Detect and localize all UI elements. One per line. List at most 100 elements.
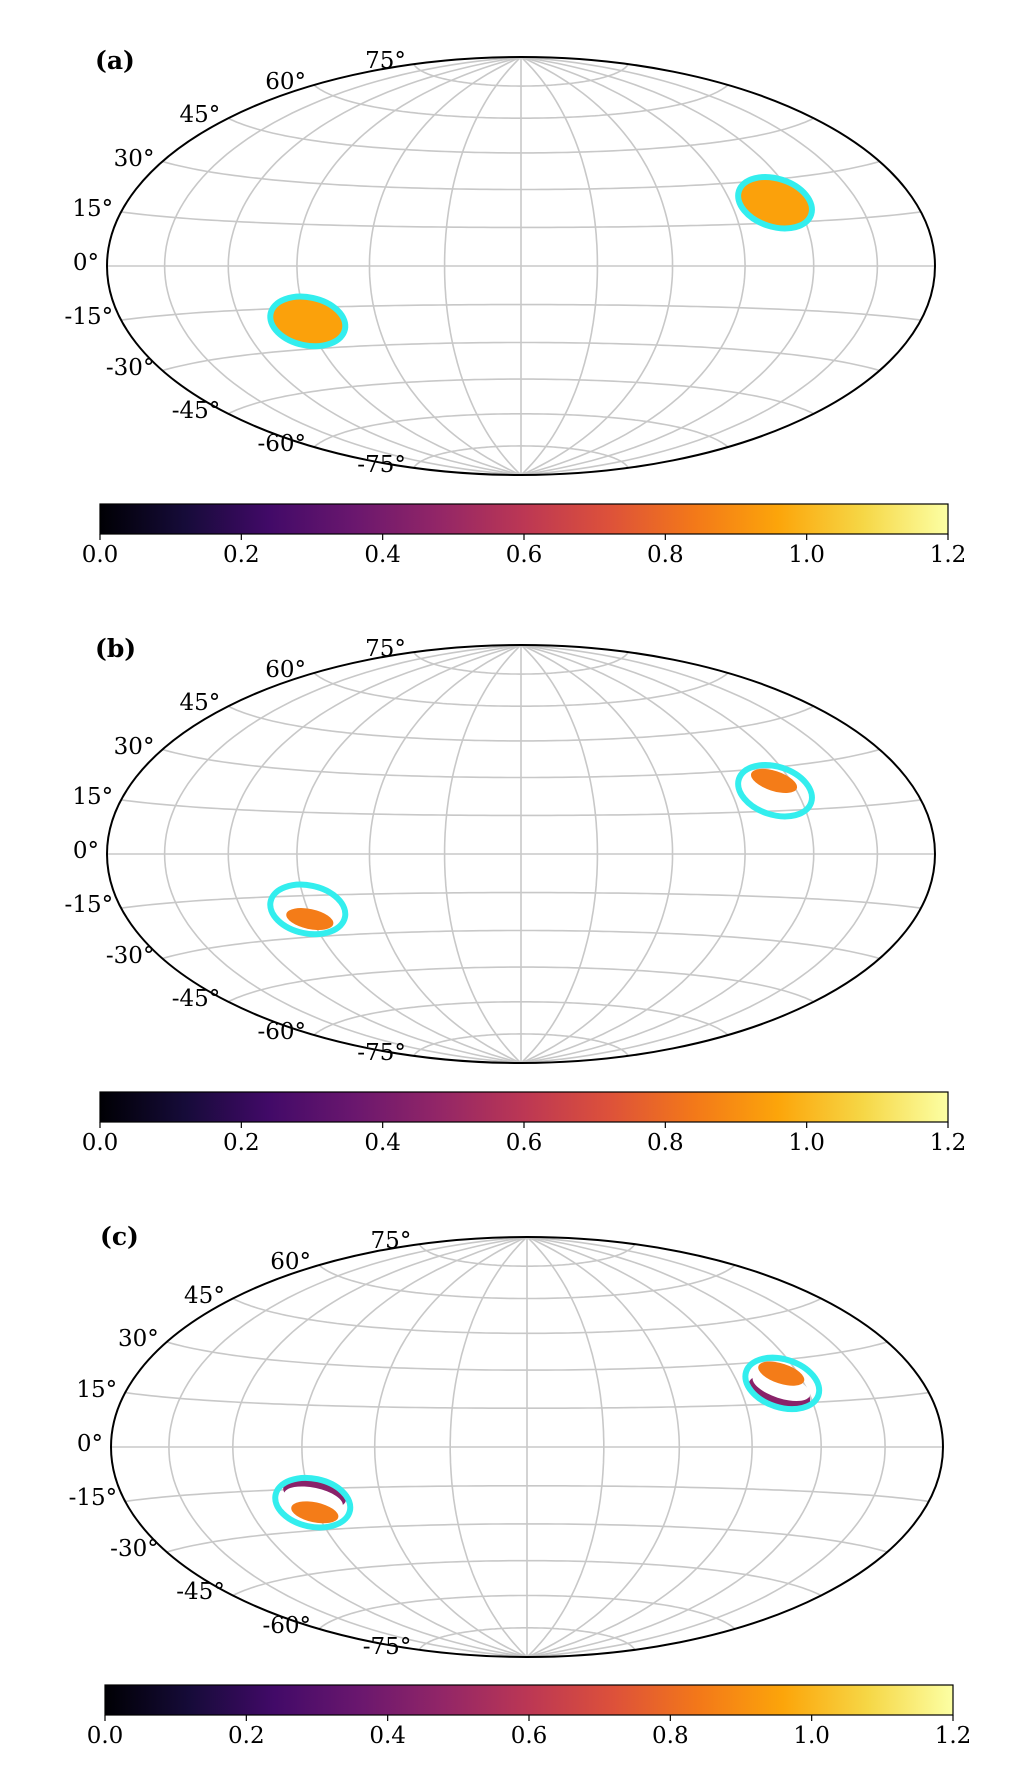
colorbar-tick-label: 0.8 [652,1723,689,1749]
latitude-label: 0° [72,250,99,276]
panel-b: (b) 75° 60° 45° 30° 15° 0° -15° -30° -45° -60° -75… [0,588,1011,1178]
latitude-label: -30° [105,942,155,969]
parallel [318,1264,736,1300]
latitude-label: 75° [370,1228,412,1255]
latitude-label: 30° [113,733,155,760]
latitude-label: -30° [105,354,155,381]
map-outline [106,56,936,476]
parallel [162,929,880,960]
colorbar-tick-label: 0.2 [223,1130,260,1156]
colorbar-tick-label: 1.2 [929,542,967,568]
region-outline [267,293,349,350]
colorbar-tick-label: 0.0 [81,1130,119,1156]
latitude-label: -45° [171,985,221,1012]
colorbar-tick-label: 0.4 [364,542,401,568]
colorbar-tick-label: 0.6 [505,1130,543,1156]
map-b [99,644,949,1128]
parallel [313,1001,729,1036]
panel-label: (c) [100,1222,139,1251]
latitude-label: 15° [72,783,114,810]
region-fill [758,1361,805,1386]
region-outline [735,174,815,232]
region-outline [267,881,349,938]
latitude-label: 45° [179,690,221,717]
graticule [111,1236,943,1658]
colorbar-tick-label: 0.0 [81,542,119,568]
map-c [104,1236,954,1721]
latitude-label: 45° [184,1282,225,1309]
colorbar-tick-label: 1.2 [934,1723,972,1749]
region-outline [735,762,815,820]
parallel [313,672,729,707]
colorbar [99,1091,949,1123]
parallel [313,84,729,119]
colorbar-tick-label: 1.0 [793,1723,830,1749]
parallel [227,966,815,1003]
colorbar [104,1684,954,1716]
colorbar-tick-label: 0.4 [364,1130,401,1156]
parallel [227,117,815,154]
region-1 [735,174,815,232]
region-fill [750,768,798,793]
latitude-label: 45° [179,102,221,129]
region-2 [267,293,349,350]
latitude-label: 30° [117,1326,159,1352]
parallel [418,1627,636,1651]
latitude-label: -75° [357,451,406,478]
panel-label: (a) [95,46,135,75]
region-outline [272,1474,354,1531]
colorbar-tick-label: 1.0 [788,542,825,568]
latitude-label: -45° [176,1579,225,1606]
parallel [413,445,629,469]
latitude-label: 0° [76,1431,103,1457]
colorbar-tick-label: 0.8 [647,1130,684,1156]
latitude-label: -30° [110,1536,159,1562]
region-gap [752,1371,811,1401]
colorbar-tick-label: 1.2 [929,1130,967,1156]
latitude-label: -15° [64,304,114,331]
parallel [413,1033,629,1057]
latitude-label: -75° [362,1633,412,1660]
parallel [227,378,815,415]
region-2 [272,1474,354,1531]
latitude-label: -60° [257,1018,306,1045]
parallel [120,891,922,909]
latitude-label: 60° [265,657,306,683]
parallel [125,1485,929,1503]
latitude-label: -15° [68,1485,118,1512]
colorbar-tick-label: 0.0 [86,1723,124,1749]
graticule [107,56,935,476]
panel-label: (b) [95,634,137,663]
latitude-label: 15° [76,1376,118,1403]
region-1 [735,762,815,820]
colorbar-tick-label: 1.0 [788,1130,825,1156]
map-outline [106,644,936,1064]
parallel [162,341,880,372]
region-fill [740,179,810,227]
latitude-label: 60° [270,1249,311,1276]
parallel [413,63,629,87]
parallel [413,651,629,675]
parallel [318,1594,736,1630]
map-a [99,56,949,540]
latitude-label: -75° [357,1039,406,1066]
colorbar-tick-label: 0.6 [505,542,543,568]
parallel [120,303,922,321]
latitude-label: -60° [262,1612,311,1639]
region-fill [291,1501,339,1524]
map-outline [110,1236,944,1658]
latitude-label: 60° [265,69,306,95]
region-fill [272,298,344,345]
colorbar-tick-label: 0.8 [647,542,684,568]
parallel [232,1559,822,1597]
colorbar [99,503,949,535]
graticule [107,644,935,1064]
parallel [227,705,815,742]
latitude-label: 75° [365,48,406,75]
region-outline [742,1354,823,1413]
colorbar-tick-label: 0.2 [228,1723,265,1749]
region-1 [742,1354,823,1413]
latitude-label: 30° [113,145,155,172]
latitude-label: -15° [64,892,114,919]
region-2 [267,881,349,938]
